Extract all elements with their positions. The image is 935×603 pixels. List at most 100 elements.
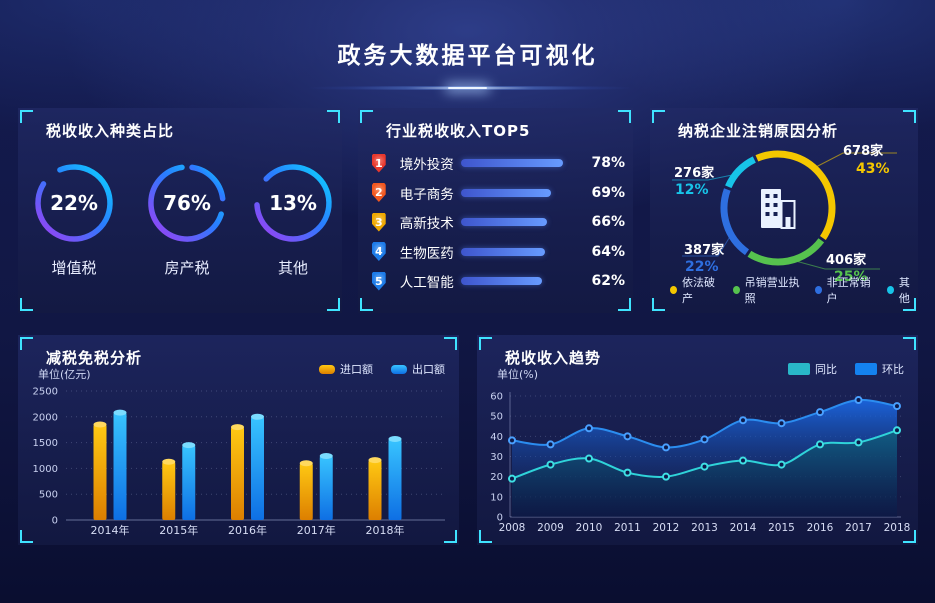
gauge-value: 22% (50, 191, 98, 215)
corner-bracket-icon (327, 298, 340, 311)
decorative (785, 217, 791, 228)
bar-cap (388, 435, 402, 442)
rank-badge: 5 (372, 271, 386, 291)
bar-cap (182, 442, 196, 449)
legend-item-环比[interactable]: 环比 (855, 361, 904, 377)
decorative (765, 203, 770, 207)
panel-title: 税收收入种类占比 (46, 122, 175, 140)
bar-进口额-2015年 (162, 461, 176, 520)
bar-进口额-2017年 (299, 463, 313, 520)
panel-industry-top5: 行业税收收入TOP5 1 境外投资 78% 2 电子商务 69% 3 高新技术 66% 4 生物医药… (358, 108, 633, 313)
bar-cap (368, 457, 382, 464)
legend-item-依法破产[interactable]: 依法破产 (670, 274, 721, 306)
x-tick-label: 2011 (614, 522, 641, 534)
legend-item-同比[interactable]: 同比 (788, 361, 837, 377)
decorative (773, 194, 778, 198)
gauge-arc (35, 164, 113, 242)
y-tick-label: 40 (490, 432, 503, 443)
leader-line (791, 259, 880, 270)
gauge-其他: 13% 其他 (250, 160, 336, 277)
y-tick-label: 50 (490, 412, 503, 423)
corner-bracket-icon (360, 110, 373, 123)
leader-line (672, 173, 738, 181)
leader-line (813, 152, 897, 169)
bar-进口额-2018年 (368, 460, 382, 520)
decorative (765, 212, 770, 216)
legend-item-出口额[interactable]: 出口额 (391, 361, 445, 377)
data-point-环比 (585, 424, 593, 433)
bar-出口额-2015年 (182, 445, 196, 520)
bar-cap (93, 421, 107, 428)
bar-cap (319, 453, 333, 460)
data-point-环比 (700, 435, 709, 444)
bar-出口额-2014年 (113, 412, 127, 520)
y-tick-label: 0 (497, 513, 503, 524)
corner-bracket-icon (903, 337, 916, 350)
y-tick-label: 500 (39, 490, 58, 501)
data-point-同比 (623, 468, 632, 477)
industry-label: 高新技术 (399, 216, 454, 232)
donut-segment-3 (720, 188, 750, 256)
data-point-同比 (854, 438, 863, 447)
legend-label: 进口额 (340, 363, 373, 376)
corner-bracket-icon (652, 110, 665, 123)
x-tick-label: 2012 (653, 522, 680, 534)
legend-dot (886, 286, 894, 294)
legend-item-非正常销户[interactable]: 非正常销户 (814, 274, 875, 306)
slice-count-label: 678家 (843, 144, 884, 159)
bar-cap (231, 424, 244, 431)
donut-segment-4 (725, 156, 756, 189)
bar-进口额-2014年 (93, 424, 107, 520)
legend-dot (732, 286, 740, 294)
corner-bracket-icon (444, 530, 457, 543)
panel-tax-reduction: 减税免税分析 单位(亿元) 进口额 出口额 2500 2000 1500 1000 500… (18, 335, 459, 545)
bar-出口额-2017年 (319, 456, 333, 520)
legend-item-其他[interactable]: 其他 (886, 274, 918, 306)
x-tick-label: 2015 (768, 522, 795, 534)
gauge-value: 76% (163, 191, 211, 215)
data-point-同比 (546, 460, 555, 469)
data-point-同比 (777, 460, 786, 469)
x-tick-label: 2016 (807, 522, 834, 534)
x-tick-label: 2017年 (297, 523, 336, 537)
y-tick-label: 2000 (33, 412, 58, 423)
slice-pct-label: 22% (685, 259, 719, 275)
industry-bar (460, 247, 545, 256)
panel-title: 纳税企业注销原因分析 (678, 122, 839, 140)
corner-bracket-icon (479, 337, 492, 350)
industry-label: 电子商务 (399, 186, 454, 203)
bar-cap (299, 460, 313, 467)
bar-chart-legend: 进口额 出口额 (319, 361, 445, 377)
industry-value: 69% (591, 184, 626, 201)
top5-row: 2 电子商务 69% (372, 178, 625, 208)
slice-pct-label: 25% (834, 269, 868, 285)
decorative (765, 194, 770, 198)
industry-label: 境外投资 (399, 157, 454, 173)
bar-chart-svg: 2500 2000 1500 1000 500 0 2014年 2015年 2016年 2017年… (33, 387, 445, 537)
legend-swatch (788, 363, 810, 375)
legend-item-吊销营业执照[interactable]: 吊销营业执照 (732, 274, 803, 306)
gauge-ring-svg (35, 164, 113, 242)
data-point-同比 (700, 462, 709, 471)
building-icon (761, 189, 796, 229)
gauge-value: 13% (269, 191, 317, 215)
x-tick-label: 2010 (576, 522, 603, 534)
leader-line (682, 234, 732, 257)
legend-item-进口额[interactable]: 进口额 (319, 361, 373, 377)
data-point-环比 (662, 443, 670, 452)
data-point-同比 (893, 426, 901, 435)
gauge-arc (148, 164, 224, 242)
corner-bracket-icon (20, 110, 33, 123)
top5-row: 4 生物医药 64% (372, 237, 625, 267)
gauge-ring-svg (148, 164, 226, 242)
industry-value: 64% (591, 243, 626, 260)
panel-title: 行业税收收入TOP5 (386, 122, 531, 140)
bar-track (460, 159, 592, 167)
rank-badge: 3 (372, 212, 386, 232)
y-tick-label: 30 (490, 452, 503, 463)
industry-bar (460, 277, 542, 285)
corner-bracket-icon (20, 337, 33, 350)
x-tick-label: 2018 (884, 522, 911, 534)
panel-title: 税收收入趋势 (505, 349, 602, 367)
